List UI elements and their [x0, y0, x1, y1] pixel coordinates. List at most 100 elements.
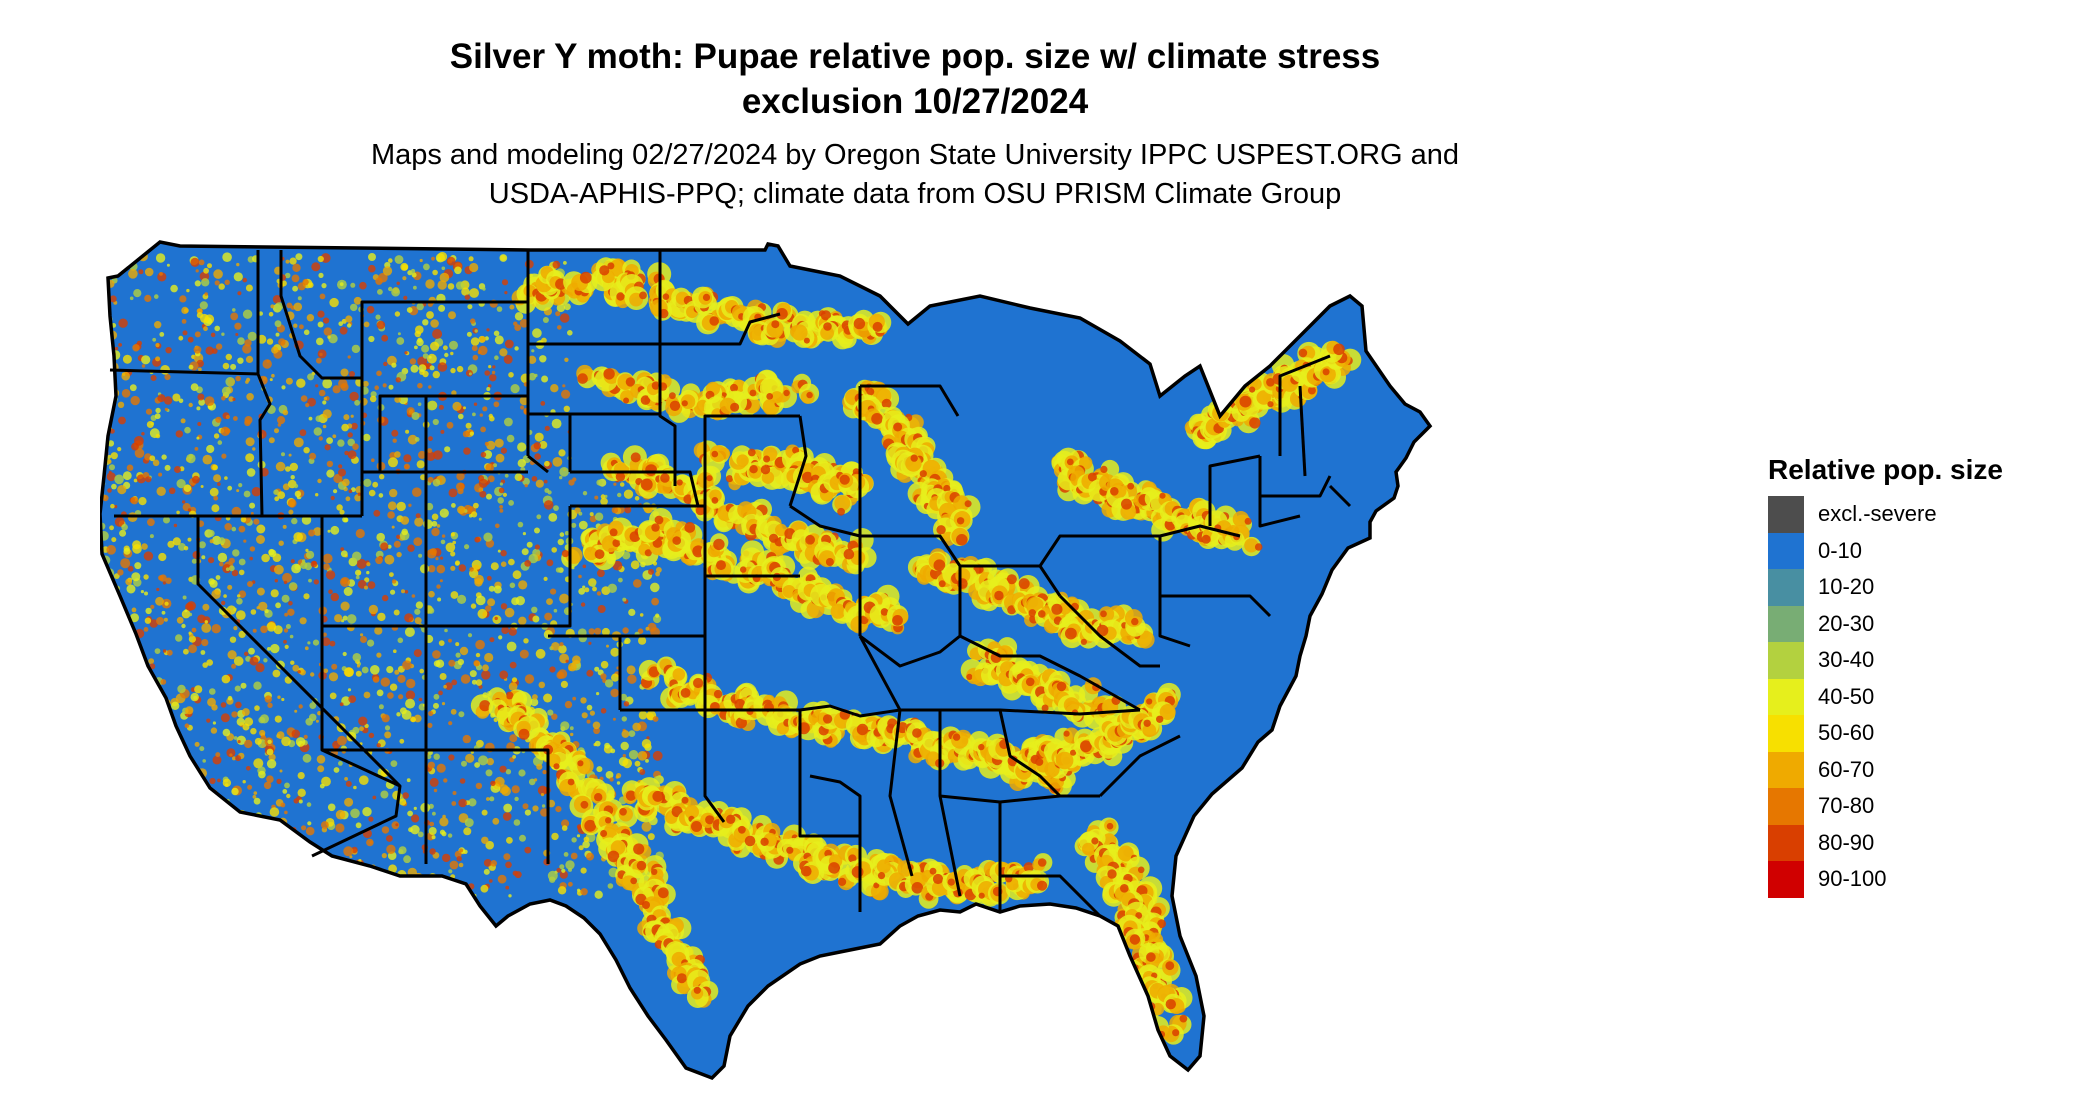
suitability-speckle [201, 278, 210, 287]
suitability-speckle [485, 463, 495, 472]
suitability-speckle [189, 882, 196, 889]
suitability-speckle [613, 482, 617, 486]
suitability-speckle [312, 639, 320, 646]
suitability-speckle [254, 705, 260, 711]
suitability-speckle [288, 453, 292, 457]
suitability-speckle [626, 665, 636, 675]
suitability-speckle [272, 295, 282, 304]
suitability-speckle [501, 279, 509, 286]
suitability-speckle [220, 426, 230, 436]
suitability-speckle [213, 881, 222, 889]
suitability-patch [1065, 627, 1077, 640]
suitability-speckle [166, 741, 174, 748]
suitability-speckle [440, 539, 446, 545]
suitability-speckle [175, 430, 183, 438]
suitability-speckle [301, 515, 312, 525]
suitability-speckle [162, 843, 171, 853]
suitability-speckle [563, 405, 570, 412]
suitability-speckle [497, 549, 501, 553]
suitability-speckle [280, 802, 286, 808]
suitability-speckle [307, 821, 312, 826]
suitability-speckle [428, 827, 437, 835]
suitability-speckle [100, 338, 104, 344]
suitability-speckle [448, 721, 453, 726]
suitability-speckle [425, 502, 434, 511]
suitability-speckle [433, 450, 443, 460]
suitability-speckle [366, 570, 370, 575]
suitability-speckle [551, 713, 558, 720]
suitability-speckle [373, 509, 381, 517]
suitability-speckle [298, 704, 303, 709]
suitability-speckle [450, 351, 454, 356]
suitability-speckle [349, 855, 353, 859]
suitability-speckle [226, 748, 236, 758]
suitability-speckle [313, 427, 322, 436]
suitability-speckle [354, 494, 362, 502]
suitability-speckle [473, 502, 479, 509]
suitability-speckle [459, 778, 466, 784]
suitability-speckle [173, 523, 178, 528]
suitability-speckle [146, 733, 156, 742]
suitability-speckle [542, 317, 549, 323]
suitability-speckle [317, 321, 324, 328]
suitability-patch [738, 825, 746, 834]
suitability-speckle [431, 835, 436, 840]
suitability-speckle [235, 375, 241, 382]
suitability-speckle [462, 734, 471, 744]
suitability-speckle [648, 568, 654, 575]
suitability-speckle [470, 337, 480, 346]
suitability-speckle [438, 304, 446, 312]
suitability-speckle [347, 882, 357, 891]
suitability-speckle [534, 527, 540, 534]
suitability-speckle [273, 625, 283, 635]
suitability-speckle [622, 551, 631, 560]
suitability-speckle [637, 751, 648, 761]
suitability-patch [672, 668, 686, 681]
suitability-speckle [149, 731, 154, 735]
suitability-speckle [565, 860, 575, 870]
suitability-patch [609, 259, 628, 277]
suitability-speckle [281, 452, 285, 457]
suitability-speckle [322, 378, 333, 389]
suitability-speckle [310, 672, 315, 677]
suitability-speckle [559, 475, 563, 480]
suitability-speckle [479, 490, 487, 498]
suitability-speckle [156, 587, 160, 592]
suitability-speckle [596, 692, 600, 696]
suitability-patch [669, 392, 676, 400]
suitability-speckle [269, 807, 280, 817]
suitability-speckle [433, 660, 441, 667]
suitability-speckle [253, 518, 260, 525]
suitability-speckle [224, 279, 230, 285]
suitability-speckle [245, 453, 255, 463]
suitability-speckle [142, 796, 153, 806]
suitability-speckle [236, 262, 240, 267]
suitability-speckle [184, 426, 191, 434]
suitability-speckle [338, 321, 343, 326]
suitability-speckle [439, 817, 449, 827]
suitability-speckle [217, 440, 223, 445]
suitability-speckle [197, 422, 202, 426]
suitability-speckle [238, 525, 246, 533]
suitability-patch [747, 448, 756, 457]
suitability-speckle [381, 714, 390, 723]
suitability-speckle [256, 535, 265, 544]
suitability-speckle [204, 292, 208, 296]
suitability-speckle [394, 396, 401, 403]
suitability-speckle [438, 404, 444, 410]
suitability-speckle [197, 393, 205, 401]
suitability-speckle [341, 423, 349, 432]
suitability-speckle [428, 355, 432, 359]
suitability-speckle [565, 576, 569, 581]
suitability-speckle [285, 259, 290, 264]
suitability-speckle [261, 823, 266, 828]
suitability-speckle [387, 501, 397, 511]
suitability-speckle [561, 868, 566, 873]
suitability-speckle [376, 689, 384, 697]
suitability-speckle [500, 550, 507, 557]
suitability-speckle [318, 272, 324, 278]
suitability-speckle [532, 328, 542, 338]
suitability-speckle [222, 728, 231, 737]
suitability-speckle [402, 276, 407, 281]
suitability-speckle [222, 362, 230, 370]
